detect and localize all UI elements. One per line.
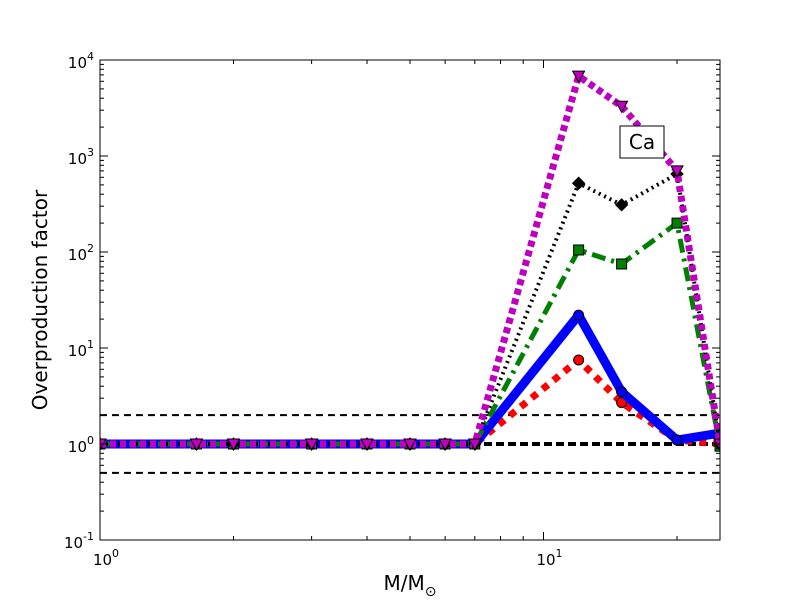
data-point [403,438,417,452]
data-point [670,165,684,178]
x-axis-label-main: M/M [384,571,425,595]
series-line [100,72,720,448]
series-layer [100,70,720,452]
data-point [226,438,241,452]
annotation-text: Ca [629,130,655,154]
x-tick-label: 100 [93,547,119,569]
y-tick-label: 103 [68,146,94,168]
y-tick-label: 101 [68,338,94,360]
data-point [671,217,683,229]
y-axis-label: Overproduction factor [28,189,52,410]
data-point [671,434,683,446]
series-line [100,310,720,449]
data-point [189,438,204,452]
data-point [360,438,374,452]
data-point [304,438,319,452]
y-tick-label: 104 [68,50,94,72]
data-point [573,244,585,256]
data-point [438,438,452,452]
x-axis-label: M/M⊙ [384,571,437,600]
data-point [467,438,482,452]
data-point [571,70,586,84]
data-point [614,198,629,212]
x-tick-label: 101 [536,547,562,569]
annotation-box: Ca [619,125,665,159]
data-point [573,354,585,366]
data-point [573,309,585,321]
y-tick-label: 100 [68,434,94,456]
x-axis-label-subscript: ⊙ [425,584,437,600]
y-tick-label: 102 [68,242,94,264]
data-point [616,258,628,270]
data-point [614,100,629,114]
data-point [616,386,628,398]
series-line [100,220,720,447]
y-tick-label: 10-1 [64,530,94,552]
data-point [571,176,586,190]
